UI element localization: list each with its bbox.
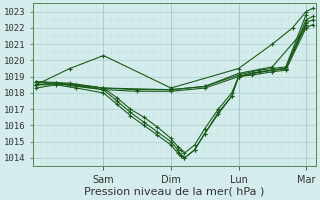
- X-axis label: Pression niveau de la mer( hPa ): Pression niveau de la mer( hPa ): [84, 187, 265, 197]
